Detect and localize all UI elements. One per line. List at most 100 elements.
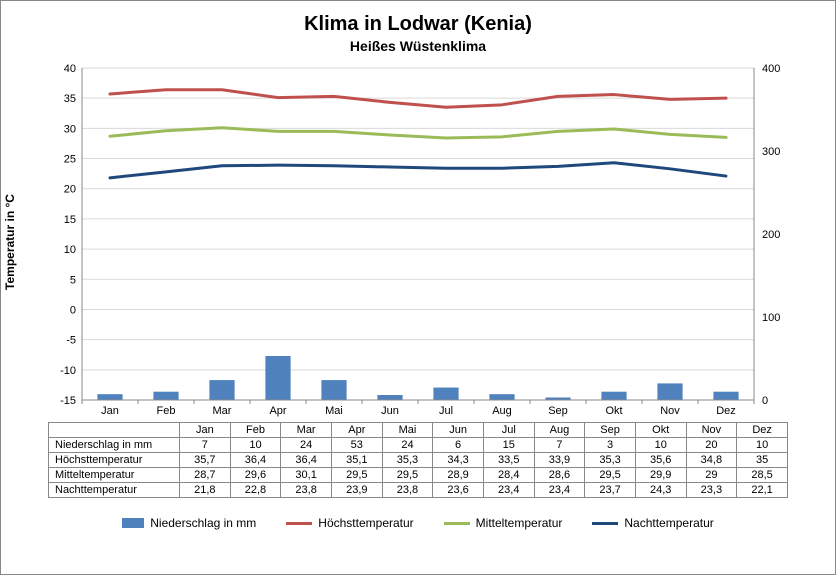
x-tick-label: Sep	[548, 405, 568, 417]
table-col-header: Apr	[331, 423, 382, 438]
table-cell: 34,3	[433, 453, 484, 468]
table-row: Mitteltemperatur28,729,630,129,529,528,9…	[49, 468, 788, 483]
bar	[713, 392, 738, 400]
chart-title: Klima in Lodwar (Kenia)	[1, 13, 835, 36]
svg-text:300: 300	[762, 146, 780, 158]
table-col-header: Jan	[180, 423, 231, 438]
table-cell: 36,4	[230, 453, 281, 468]
bar	[657, 383, 682, 400]
table-row: Niederschlag in mm71024532461573102010	[49, 438, 788, 453]
table-cell: 35,3	[382, 453, 433, 468]
x-tick-label: Dez	[716, 405, 736, 417]
table-cell: 23,4	[483, 483, 534, 498]
table-header-row: JanFebMarAprMaiJunJulAugSepOktNovDez	[49, 423, 788, 438]
table-cell: 23,7	[585, 483, 636, 498]
table-cell: 22,1	[737, 483, 788, 498]
svg-text:20: 20	[64, 184, 76, 196]
table-row-label: Nachttemperatur	[49, 483, 180, 498]
table-cell: 3	[585, 438, 636, 453]
svg-text:0: 0	[762, 395, 768, 407]
legend-swatch-line	[444, 522, 470, 525]
table-col-header: Feb	[230, 423, 281, 438]
x-tick-label: Jul	[439, 405, 453, 417]
bar	[601, 392, 626, 400]
y-axis-left-label: Temperatur in °C	[3, 194, 17, 290]
table-corner	[49, 423, 180, 438]
legend-label: Nachttemperatur	[624, 516, 713, 530]
table-cell: 23,4	[534, 483, 585, 498]
climate-chart-container: Klima in Lodwar (Kenia) Heißes Wüstenkli…	[0, 0, 836, 575]
legend-item-precip: Niederschlag in mm	[122, 516, 256, 530]
table-col-header: Nov	[686, 423, 737, 438]
table-cell: 23,9	[331, 483, 382, 498]
legend: Niederschlag in mmHöchsttemperaturMittel…	[1, 516, 835, 530]
legend-item-night_temp: Nachttemperatur	[592, 516, 713, 530]
table-col-header: Aug	[534, 423, 585, 438]
series-line	[110, 128, 726, 138]
table-cell: 35,1	[331, 453, 382, 468]
x-tick-label: Mar	[213, 405, 232, 417]
table-col-header: Okt	[635, 423, 686, 438]
bar	[377, 395, 402, 400]
table-cell: 30,1	[281, 468, 332, 483]
bar	[97, 394, 122, 400]
table-col-header: Jun	[433, 423, 484, 438]
table-col-header: Mai	[382, 423, 433, 438]
legend-label: Mitteltemperatur	[476, 516, 563, 530]
svg-text:35: 35	[64, 93, 76, 105]
svg-text:400: 400	[762, 63, 780, 75]
table-cell: 10	[635, 438, 686, 453]
legend-label: Niederschlag in mm	[150, 516, 256, 530]
table-cell: 23,6	[433, 483, 484, 498]
legend-swatch-bar	[122, 518, 144, 528]
table-cell: 35,3	[585, 453, 636, 468]
svg-text:0: 0	[70, 304, 76, 316]
table-cell: 28,4	[483, 468, 534, 483]
x-tick-label: Jun	[381, 405, 399, 417]
table-col-header: Dez	[737, 423, 788, 438]
table-cell: 10	[737, 438, 788, 453]
svg-text:25: 25	[64, 154, 76, 166]
legend-item-mean_temp: Mitteltemperatur	[444, 516, 563, 530]
table-col-header: Jul	[483, 423, 534, 438]
svg-text:40: 40	[64, 63, 76, 75]
svg-text:-5: -5	[66, 335, 76, 347]
table-cell: 7	[180, 438, 231, 453]
legend-swatch-line	[286, 522, 312, 525]
bar	[321, 380, 346, 400]
table-cell: 29,5	[585, 468, 636, 483]
table-cell: 35,7	[180, 453, 231, 468]
table-cell: 20	[686, 438, 737, 453]
svg-text:5: 5	[70, 274, 76, 286]
bar	[489, 394, 514, 400]
table-cell: 33,9	[534, 453, 585, 468]
series-line	[110, 163, 726, 178]
table-cell: 23,8	[382, 483, 433, 498]
table-cell: 23,3	[686, 483, 737, 498]
table-row-label: Niederschlag in mm	[49, 438, 180, 453]
table-cell: 24	[382, 438, 433, 453]
svg-text:100: 100	[762, 312, 780, 324]
table-cell: 29,9	[635, 468, 686, 483]
table-cell: 29,5	[331, 468, 382, 483]
table-cell: 28,9	[433, 468, 484, 483]
table-cell: 33,5	[483, 453, 534, 468]
table-cell: 21,8	[180, 483, 231, 498]
table-row-label: Höchsttemperatur	[49, 453, 180, 468]
table-cell: 24	[281, 438, 332, 453]
x-tick-label: Feb	[157, 405, 176, 417]
table-cell: 28,5	[737, 468, 788, 483]
table-cell: 35	[737, 453, 788, 468]
x-tick-label: Nov	[660, 405, 680, 417]
table-cell: 22,8	[230, 483, 281, 498]
svg-text:10: 10	[64, 244, 76, 256]
table-cell: 53	[331, 438, 382, 453]
svg-text:30: 30	[64, 123, 76, 135]
table-cell: 28,6	[534, 468, 585, 483]
chart-svg: -15-10-505101520253035400100200300400Jan…	[38, 62, 798, 422]
data-table: JanFebMarAprMaiJunJulAugSepOktNovDezNied…	[48, 422, 788, 498]
table-cell: 29,5	[382, 468, 433, 483]
table-row-label: Mitteltemperatur	[49, 468, 180, 483]
table-col-header: Sep	[585, 423, 636, 438]
table-cell: 10	[230, 438, 281, 453]
